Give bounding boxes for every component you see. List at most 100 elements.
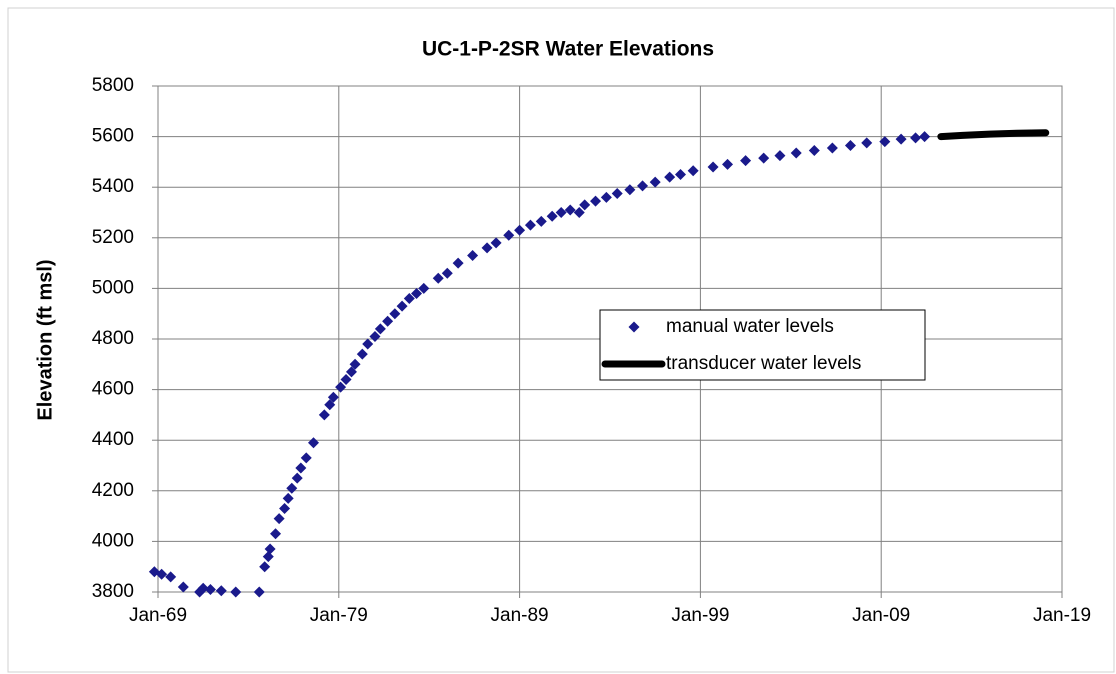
data-point: [624, 184, 636, 196]
legend-symbol: [628, 321, 640, 333]
y-tick-label: 4000: [92, 530, 134, 551]
data-point: [524, 219, 536, 231]
data-point: [758, 152, 770, 164]
data-point: [295, 462, 307, 474]
data-point: [318, 409, 330, 421]
y-tick-label: 4400: [92, 429, 134, 450]
data-point: [535, 215, 547, 227]
data-point: [895, 133, 907, 145]
legend-label: manual water levels: [666, 316, 834, 337]
y-tick-label: 5000: [92, 277, 134, 298]
data-point: [844, 139, 856, 151]
chart-title: UC-1-P-2SR Water Elevations: [422, 38, 714, 61]
x-tick-label: Jan-79: [310, 605, 368, 626]
data-point: [774, 150, 786, 162]
y-tick-label: 4200: [92, 480, 134, 501]
data-point: [879, 136, 891, 148]
data-point: [664, 171, 676, 183]
data-point: [369, 330, 381, 342]
data-point: [270, 528, 282, 540]
data-point: [826, 142, 838, 154]
data-point: [262, 551, 274, 563]
data-point: [403, 293, 415, 305]
data-point: [259, 561, 271, 573]
data-point: [215, 585, 227, 597]
data-point: [327, 391, 339, 403]
y-tick-label: 5600: [92, 126, 134, 147]
data-point: [722, 158, 734, 170]
y-tick-label: 5400: [92, 176, 134, 197]
data-point: [579, 199, 591, 211]
data-point: [230, 586, 242, 598]
data-point: [467, 250, 479, 262]
data-point: [204, 583, 216, 595]
y-tick-label: 4800: [92, 328, 134, 349]
data-point: [481, 242, 493, 254]
data-point: [197, 582, 209, 594]
transducer-line: [937, 129, 1050, 141]
data-point: [156, 568, 168, 580]
data-point: [432, 272, 444, 284]
data-point: [452, 257, 464, 269]
data-point: [335, 381, 347, 393]
data-point: [707, 161, 719, 173]
data-point: [165, 571, 177, 583]
y-tick-label: 4600: [92, 379, 134, 400]
data-point: [600, 191, 612, 203]
data-point: [555, 207, 567, 218]
y-axis-label: Elevation (ft msl): [34, 259, 56, 420]
data-point: [861, 137, 873, 149]
data-point: [441, 267, 453, 279]
data-point: [349, 358, 361, 370]
x-tick-label: Jan-99: [671, 605, 729, 626]
data-point: [573, 207, 585, 218]
x-tick-label: Jan-19: [1033, 605, 1091, 626]
data-point: [649, 176, 661, 188]
x-tick-label: Jan-89: [491, 605, 549, 626]
legend-label: transducer water levels: [666, 353, 861, 374]
data-point: [490, 237, 502, 249]
data-point: [790, 147, 802, 159]
data-point: [253, 586, 265, 598]
legend-box: [599, 309, 926, 381]
data-point: [286, 482, 298, 494]
data-point: [919, 131, 931, 143]
data-point: [291, 472, 303, 484]
data-point: [740, 155, 752, 167]
x-tick-label: Jan-69: [129, 605, 187, 626]
data-point: [411, 287, 423, 299]
data-point: [300, 452, 312, 464]
data-point: [279, 503, 291, 515]
data-point: [910, 132, 922, 144]
data-point: [546, 210, 558, 222]
data-point: [637, 180, 649, 192]
data-point: [345, 366, 357, 378]
data-point: [611, 188, 623, 200]
y-tick-label: 3800: [92, 581, 134, 602]
data-point: [177, 581, 189, 593]
data-point: [356, 348, 368, 360]
data-point: [675, 169, 687, 181]
data-point: [374, 323, 386, 335]
data-point: [264, 543, 276, 555]
x-tick-label: Jan-09: [852, 605, 910, 626]
data-point: [503, 229, 515, 241]
data-point: [324, 399, 336, 411]
data-point: [382, 315, 394, 327]
data-point: [282, 492, 294, 504]
data-point: [273, 513, 285, 525]
data-point: [340, 373, 352, 385]
data-point: [307, 437, 319, 449]
data-point: [396, 300, 408, 312]
data-point: [808, 145, 820, 157]
data-point: [590, 195, 602, 207]
data-point: [362, 338, 374, 350]
data-point: [389, 308, 401, 320]
data-point: [564, 204, 576, 216]
data-point: [687, 165, 699, 177]
y-tick-label: 5200: [92, 227, 134, 248]
y-tick-label: 5800: [92, 75, 134, 96]
data-point: [514, 224, 526, 236]
